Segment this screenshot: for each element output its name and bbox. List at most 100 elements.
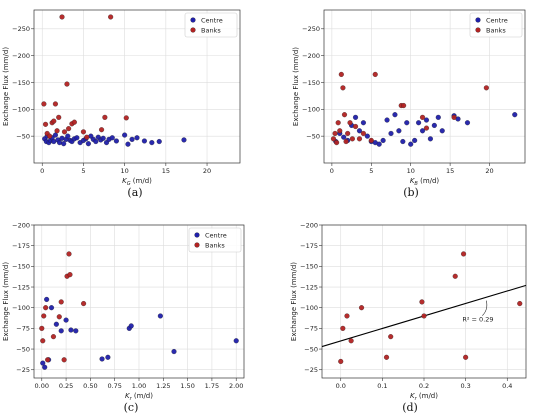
data-point-centre <box>435 114 441 120</box>
y-tick-label: −50 <box>304 345 318 353</box>
data-point-banks <box>99 127 105 133</box>
y-tick-label: −150 <box>300 263 318 271</box>
x-axis-label-main: K <box>410 177 416 185</box>
y-tick-label: −200 <box>12 221 30 229</box>
data-point-banks <box>61 357 67 363</box>
data-point-centre <box>42 364 48 370</box>
data-point-banks <box>108 14 114 20</box>
data-point-centre <box>356 128 363 134</box>
data-point-banks <box>360 130 366 137</box>
x-tick-label: 0.3 <box>460 382 470 390</box>
x-tick-label: 0.25 <box>59 382 73 390</box>
y-tick-label: −100 <box>12 106 30 114</box>
x-tick-label: 0.75 <box>107 382 121 390</box>
data-point-centre <box>61 141 67 147</box>
data-point-banks <box>338 358 344 365</box>
data-point-centre <box>431 122 437 128</box>
data-point-banks <box>340 85 346 91</box>
panel-b: 0 5 10 15 20 −50 −100 −150 −200 −250 Exchange Flux… <box>292 9 526 199</box>
data-point-centre <box>52 132 58 138</box>
x-tick-label: 1.00 <box>132 382 146 390</box>
data-point-banks <box>84 134 90 140</box>
data-point-banks <box>80 129 86 135</box>
data-point-banks <box>66 251 72 257</box>
y-tick-label: −100 <box>302 106 320 114</box>
x-tick-label: 0.00 <box>35 382 49 390</box>
x-tick-label: 20 <box>203 167 211 175</box>
data-point-centre <box>408 141 414 147</box>
legend-label-centre: Centre <box>201 16 223 24</box>
data-point-banks <box>330 136 337 142</box>
plot-c: 0.00 0.25 0.50 0.75 1.00 1.25 1.50 1.75 2.00 −25 −… <box>2 221 245 402</box>
data-point-banks <box>64 81 70 87</box>
x-axis-label: KB (m/d) <box>410 177 440 187</box>
data-point-banks <box>52 101 58 107</box>
data-point-banks <box>341 112 348 118</box>
panel-label-a: (a) <box>127 186 142 199</box>
legend-label-centre: Centre <box>486 16 508 24</box>
y-tick-label: −75 <box>16 325 30 333</box>
x-axis-label: KG (m/d) <box>122 177 152 187</box>
data-point-centre <box>93 138 99 145</box>
x-tick-label: 0.1 <box>377 382 387 390</box>
data-point-centre <box>376 141 382 147</box>
data-point-centre <box>125 141 131 147</box>
data-point-banks <box>71 119 77 125</box>
x-tick-label: 1.25 <box>156 382 170 390</box>
data-point-banks <box>51 118 57 124</box>
y-tick-label: −200 <box>12 52 30 60</box>
legend-label-banks: Banks <box>205 241 225 249</box>
data-point-banks <box>56 114 62 120</box>
data-point-centre <box>100 135 106 141</box>
y-tick-label: −175 <box>12 242 30 250</box>
data-point-banks <box>123 115 129 121</box>
y-tick-label: −150 <box>12 263 30 271</box>
panel-c: 0.00 0.25 0.50 0.75 1.00 1.25 1.50 1.75 2.00 −25 −… <box>2 221 245 414</box>
data-point-centre <box>44 296 50 302</box>
legend-box <box>184 12 238 38</box>
data-point-banks <box>42 121 49 127</box>
data-point-banks <box>344 313 350 319</box>
r-squared-annotation: R² = 0.29 <box>462 316 493 324</box>
data-point-banks <box>56 314 62 320</box>
x-axis-label-sub: r <box>130 396 133 402</box>
x-tick-label: 0.4 <box>502 382 512 390</box>
x-tick-label: 0.50 <box>83 382 97 390</box>
data-point-banks <box>451 114 457 120</box>
data-point-centre <box>65 133 71 139</box>
x-tick-label: 0.2 <box>419 382 429 390</box>
legend-label-banks: Banks <box>486 26 506 34</box>
data-point-banks <box>66 126 72 132</box>
data-point-centre <box>439 128 445 134</box>
y-tick-label: −75 <box>304 325 318 333</box>
x-axis-label-unit: (m/d) <box>131 177 153 185</box>
legend-marker-centre <box>190 17 196 23</box>
data-point-banks <box>452 273 458 279</box>
y-axis-label: Exchange Flux (mm/d) <box>2 262 10 341</box>
data-point-banks <box>483 85 489 91</box>
data-point-banks <box>347 120 353 126</box>
data-point-banks <box>368 137 374 144</box>
data-point-centre <box>171 348 177 355</box>
data-point-banks <box>348 338 354 344</box>
data-point-centre <box>392 112 398 118</box>
y-tick-label: −100 <box>300 304 318 312</box>
x-tick-label: 1.75 <box>205 382 219 390</box>
data-point-banks <box>337 128 343 134</box>
y-tick-label: −50 <box>16 132 30 140</box>
data-point-banks <box>372 71 378 77</box>
data-point-centre <box>122 132 128 138</box>
data-point-centre <box>129 136 135 142</box>
y-tick-label: −250 <box>12 25 30 33</box>
y-axis-label: Exchange Flux (mm/d) <box>292 47 300 126</box>
data-point-centre <box>360 120 366 126</box>
panel-label-d: (d) <box>402 401 418 414</box>
y-tick-label: −25 <box>304 366 318 374</box>
data-point-centre <box>74 135 80 141</box>
data-point-centre <box>68 327 74 333</box>
legend-box <box>188 227 242 253</box>
x-axis-label-unit: (m/d) <box>418 177 440 185</box>
data-point-banks <box>39 325 45 331</box>
x-axis-label-main: K <box>125 392 131 400</box>
y-tick-label: −50 <box>306 132 320 140</box>
